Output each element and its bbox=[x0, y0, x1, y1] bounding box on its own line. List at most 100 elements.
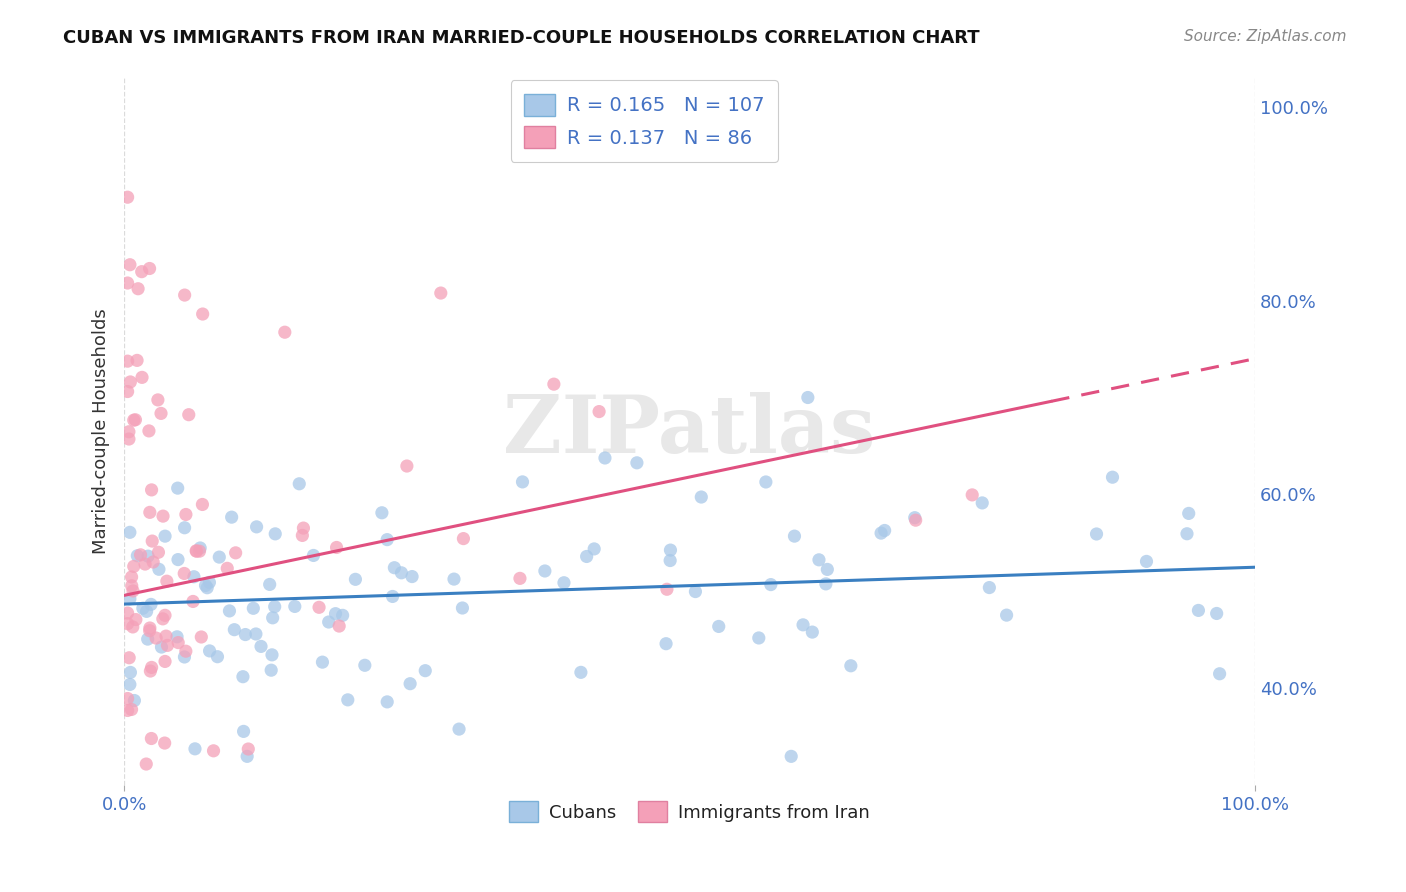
Point bbox=[308, 600, 330, 615]
Point bbox=[224, 623, 246, 637]
Point bbox=[748, 631, 770, 645]
Point bbox=[797, 391, 820, 405]
Point bbox=[145, 631, 167, 645]
Point bbox=[148, 562, 170, 576]
Point bbox=[173, 521, 195, 535]
Point bbox=[150, 640, 173, 654]
Point bbox=[344, 572, 367, 586]
Point bbox=[194, 578, 217, 592]
Point bbox=[145, 807, 167, 822]
Point bbox=[371, 506, 394, 520]
Point bbox=[659, 553, 682, 567]
Point bbox=[121, 579, 143, 593]
Point bbox=[121, 570, 143, 584]
Point bbox=[311, 655, 333, 669]
Point bbox=[1187, 603, 1209, 617]
Point bbox=[191, 498, 214, 512]
Point bbox=[141, 731, 163, 746]
Point bbox=[318, 615, 340, 629]
Point bbox=[783, 529, 806, 543]
Point bbox=[336, 693, 359, 707]
Point bbox=[117, 384, 139, 399]
Point bbox=[1135, 554, 1157, 568]
Point bbox=[447, 722, 470, 736]
Point bbox=[146, 392, 169, 407]
Point bbox=[138, 424, 160, 438]
Point bbox=[353, 658, 375, 673]
Point bbox=[188, 541, 211, 555]
Point bbox=[814, 577, 837, 591]
Point bbox=[707, 619, 730, 633]
Point bbox=[1208, 666, 1230, 681]
Point bbox=[166, 481, 188, 495]
Point bbox=[153, 529, 176, 543]
Point bbox=[132, 601, 155, 615]
Point bbox=[167, 552, 190, 566]
Point bbox=[259, 577, 281, 591]
Point bbox=[399, 676, 422, 690]
Point bbox=[125, 353, 148, 368]
Point bbox=[655, 582, 678, 597]
Point bbox=[225, 546, 247, 560]
Point bbox=[443, 572, 465, 586]
Point bbox=[118, 525, 141, 540]
Point bbox=[801, 625, 824, 640]
Point bbox=[131, 265, 153, 279]
Point bbox=[807, 553, 830, 567]
Point bbox=[118, 677, 141, 691]
Y-axis label: Married-couple Households: Married-couple Households bbox=[93, 309, 110, 554]
Point bbox=[553, 575, 575, 590]
Point bbox=[117, 190, 139, 204]
Point bbox=[173, 650, 195, 665]
Point bbox=[121, 620, 143, 634]
Point bbox=[626, 456, 648, 470]
Point bbox=[122, 583, 145, 598]
Point bbox=[236, 749, 259, 764]
Point bbox=[120, 665, 142, 680]
Point bbox=[260, 648, 283, 662]
Point bbox=[120, 375, 142, 389]
Point bbox=[118, 650, 141, 665]
Point bbox=[153, 736, 176, 750]
Point bbox=[150, 406, 173, 420]
Point bbox=[288, 476, 311, 491]
Point bbox=[156, 574, 179, 589]
Point bbox=[118, 258, 141, 272]
Point bbox=[381, 590, 404, 604]
Point bbox=[217, 561, 239, 575]
Point bbox=[190, 630, 212, 644]
Point bbox=[332, 608, 354, 623]
Point bbox=[183, 570, 205, 584]
Point bbox=[263, 599, 285, 614]
Point bbox=[1085, 527, 1108, 541]
Point bbox=[250, 640, 273, 654]
Point bbox=[141, 483, 163, 497]
Point bbox=[453, 532, 475, 546]
Point bbox=[1177, 507, 1199, 521]
Point bbox=[575, 549, 598, 564]
Point bbox=[588, 404, 610, 418]
Text: Source: ZipAtlas.com: Source: ZipAtlas.com bbox=[1184, 29, 1347, 44]
Point bbox=[191, 307, 214, 321]
Point bbox=[173, 288, 195, 302]
Point bbox=[117, 354, 139, 368]
Point bbox=[232, 670, 254, 684]
Point bbox=[127, 282, 149, 296]
Point bbox=[995, 608, 1018, 623]
Point bbox=[534, 564, 557, 578]
Point bbox=[174, 644, 197, 658]
Point bbox=[141, 534, 163, 549]
Point bbox=[141, 660, 163, 674]
Point bbox=[134, 557, 156, 571]
Point bbox=[755, 475, 778, 489]
Point bbox=[655, 637, 678, 651]
Point bbox=[413, 664, 436, 678]
Point bbox=[184, 741, 207, 756]
Point bbox=[262, 611, 284, 625]
Point bbox=[972, 496, 994, 510]
Point bbox=[242, 601, 264, 615]
Point bbox=[117, 691, 139, 706]
Point bbox=[129, 548, 152, 562]
Point bbox=[873, 524, 896, 538]
Point bbox=[198, 644, 221, 658]
